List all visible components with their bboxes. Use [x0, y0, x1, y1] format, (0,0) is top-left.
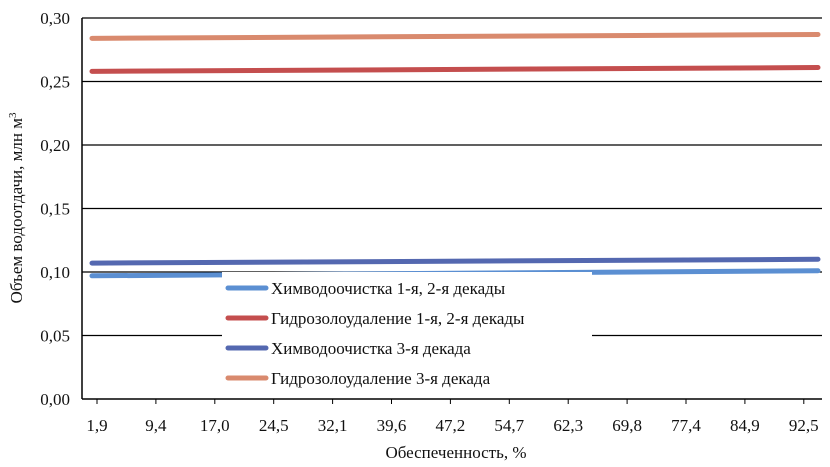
x-tick-label: 84,9	[730, 416, 760, 435]
x-tick-label: 69,8	[612, 416, 642, 435]
series-lines	[89, 32, 821, 279]
x-tick-label: 1,9	[86, 416, 107, 435]
x-tick-label: 62,3	[553, 416, 583, 435]
series-line	[89, 65, 821, 74]
legend-label: Химводоочистка 3-я декада	[271, 339, 471, 358]
y-tick-label: 0,30	[40, 9, 70, 28]
legend: Химводоочистка 1-я, 2-я декады Гидрозолоу…	[222, 272, 592, 396]
legend-label: Гидрозолоудаление 3-я декада	[271, 369, 491, 388]
series-line	[89, 32, 821, 41]
x-tick-label: 9,4	[145, 416, 167, 435]
y-axis-title-text: Объем водоотдачи, млн м	[7, 118, 26, 304]
x-axis-title: Обеспеченность, %	[385, 443, 526, 462]
x-tick-label: 39,6	[377, 416, 407, 435]
y-axis-title: Объем водоотдачи, млн м3	[7, 112, 26, 303]
y-tick-labels: 0,00 0,05 0,10 0,15 0,20 0,25 0,30	[40, 9, 70, 409]
y-axis-title-superscript: 3	[7, 112, 19, 118]
x-tick-label: 24,5	[259, 416, 289, 435]
x-tick-label: 92,5	[789, 416, 819, 435]
y-tick-label: 0,10	[40, 263, 70, 282]
y-tick-label: 0,25	[40, 73, 70, 92]
legend-box	[222, 272, 592, 396]
legend-label: Химводоочистка 1-я, 2-я декады	[271, 279, 506, 298]
series-line	[89, 256, 821, 266]
x-tick-labels: 1,9 9,4 17,0 24,5 32,1 39,6 47,2 54,7 62,3 69,8 77…	[86, 399, 819, 435]
x-tick-label: 54,7	[494, 416, 524, 435]
y-tick-label: 0,05	[40, 327, 70, 346]
x-tick-label: 47,2	[436, 416, 466, 435]
y-tick-label: 0,00	[40, 390, 70, 409]
y-tick-label: 0,15	[40, 200, 70, 219]
x-tick-label: 77,4	[671, 416, 701, 435]
x-tick-label: 17,0	[200, 416, 230, 435]
legend-label: Гидрозолоудаление 1-я, 2-я декады	[271, 309, 525, 328]
gridlines	[82, 17, 822, 337]
y-tick-label: 0,20	[40, 136, 70, 155]
x-tick-label: 32,1	[318, 416, 348, 435]
